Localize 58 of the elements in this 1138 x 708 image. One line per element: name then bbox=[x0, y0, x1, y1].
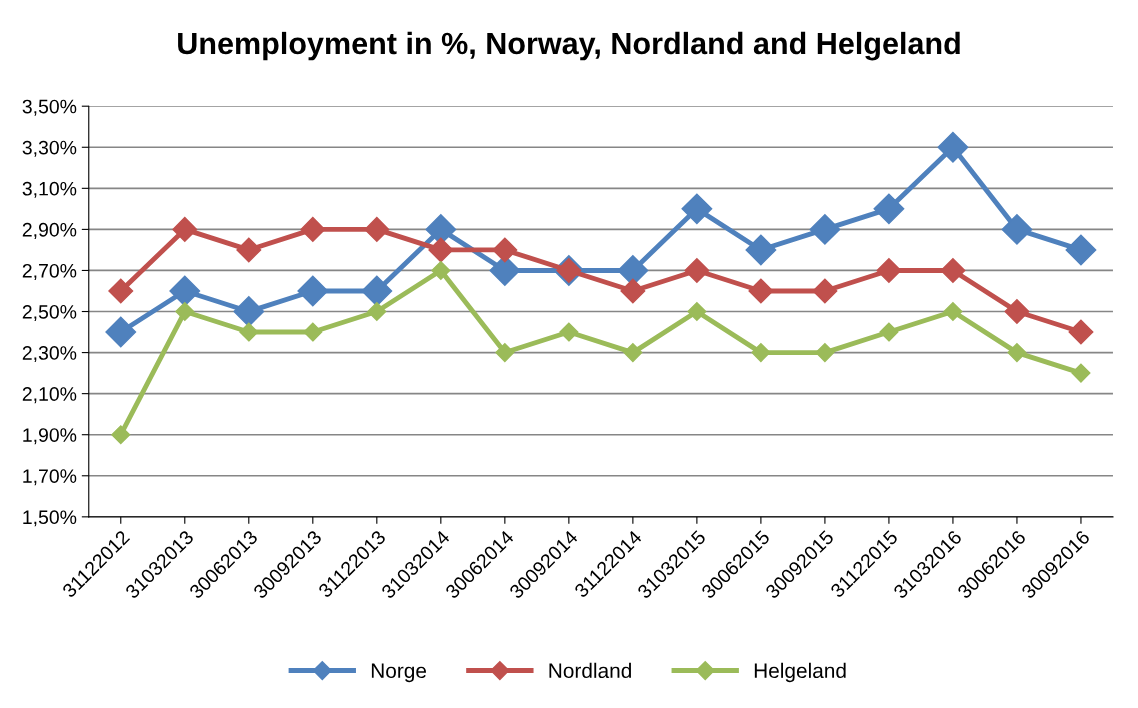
y-tick-label: 1,70% bbox=[23, 469, 77, 486]
legend-label: Helgeland bbox=[754, 662, 846, 683]
point bbox=[681, 193, 713, 225]
point bbox=[1001, 213, 1033, 245]
point bbox=[1071, 363, 1091, 383]
point bbox=[879, 322, 899, 342]
point bbox=[876, 257, 902, 283]
y-tick-label: 2,90% bbox=[22, 222, 77, 239]
y-tick-label: 2,50% bbox=[22, 304, 77, 322]
point bbox=[815, 343, 835, 363]
point bbox=[169, 275, 201, 307]
point bbox=[361, 275, 393, 307]
point bbox=[1004, 299, 1030, 324]
point bbox=[108, 278, 134, 304]
legend-label: Nordland bbox=[549, 662, 631, 679]
point bbox=[300, 216, 326, 242]
point bbox=[809, 213, 841, 245]
point bbox=[172, 216, 198, 242]
point bbox=[428, 237, 454, 263]
y-tick-label: 2,70% bbox=[22, 263, 77, 280]
chart-title: Unemployment in %, Norway, Nordland and Helgeland bbox=[178, 31, 960, 61]
point bbox=[940, 257, 966, 283]
point bbox=[495, 343, 515, 363]
point bbox=[687, 301, 707, 322]
y-tick-label: 3,10% bbox=[22, 181, 77, 198]
point bbox=[431, 260, 451, 280]
point bbox=[937, 131, 969, 163]
point bbox=[297, 275, 329, 307]
point bbox=[873, 193, 905, 225]
point bbox=[559, 322, 579, 342]
point bbox=[364, 216, 390, 242]
point bbox=[745, 234, 777, 266]
point bbox=[175, 301, 195, 322]
legend-label: Norge bbox=[371, 663, 427, 683]
point bbox=[1068, 319, 1094, 345]
point bbox=[105, 316, 137, 348]
point bbox=[492, 237, 518, 263]
y-tick-label: 3,30% bbox=[22, 140, 77, 157]
point bbox=[1007, 343, 1027, 363]
point bbox=[111, 425, 131, 445]
point bbox=[1065, 234, 1097, 266]
point bbox=[684, 257, 710, 283]
y-tick-label: 1,50% bbox=[23, 510, 77, 527]
y-tick-label: 2,30% bbox=[22, 346, 77, 363]
point bbox=[233, 296, 265, 327]
point bbox=[943, 301, 963, 322]
point bbox=[620, 278, 646, 304]
y-tick-label: 2,10% bbox=[22, 387, 77, 404]
point bbox=[239, 322, 259, 342]
point bbox=[623, 343, 643, 363]
point bbox=[748, 278, 774, 304]
point bbox=[812, 278, 838, 304]
point bbox=[367, 301, 387, 322]
y-tick-label: 1,90% bbox=[23, 428, 77, 445]
point bbox=[751, 343, 771, 363]
y-tick-label: 3,50% bbox=[22, 99, 77, 116]
point bbox=[236, 237, 262, 263]
point bbox=[303, 322, 323, 342]
